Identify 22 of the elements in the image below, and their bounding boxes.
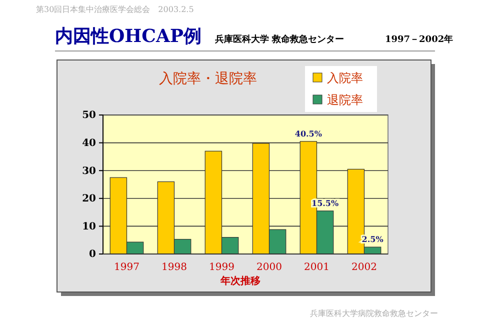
y-tick-label: 0 <box>89 249 96 260</box>
data-label: 40.5% <box>294 128 322 138</box>
x-axis-title: 年次推移 <box>220 275 260 287</box>
x-tick-label: 2000 <box>256 262 282 274</box>
text: 内因性OHCAP例 <box>55 26 202 47</box>
legend-label: 入院率 <box>327 71 363 85</box>
x-tick-label: 1999 <box>209 262 234 274</box>
y-tick-label: 40 <box>82 138 96 149</box>
x-tick-label: 2002 <box>352 262 377 274</box>
x-tick-label: 2001 <box>304 262 330 274</box>
y-tick-label: 10 <box>82 221 96 232</box>
legend-label: 退院率 <box>327 93 363 107</box>
chart-title: 入院率・退院率 <box>159 71 257 87</box>
text: 兵庫医科大学病院救命救急センター <box>310 309 438 318</box>
text: 兵庫医科大学 救命救急センター <box>214 34 344 45</box>
x-tick-label: 1998 <box>162 262 187 274</box>
text: 第30回日本集中治療医学会総会 2003.2.5 <box>36 5 194 14</box>
y-tick-label: 50 <box>82 110 96 122</box>
text: 1997－2002年 <box>385 34 454 45</box>
y-tick-label: 30 <box>82 166 96 177</box>
y-tick-label: 20 <box>82 194 96 205</box>
x-tick-label: 1997 <box>114 262 140 274</box>
